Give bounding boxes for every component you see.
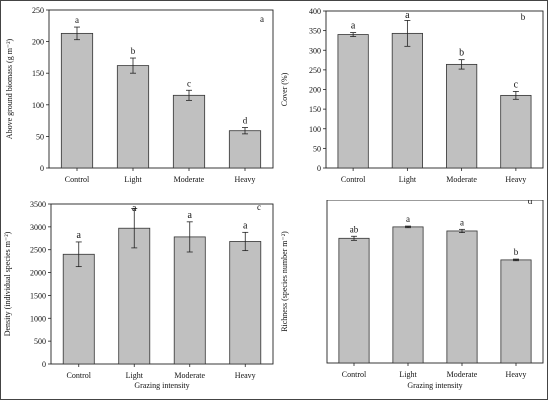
x-tick-label: Control	[342, 370, 367, 379]
y-tick-label: 0	[317, 164, 321, 173]
significance-letter: b	[131, 46, 136, 56]
y-tick-label: 3500	[30, 200, 46, 209]
y-tick-label: 0	[42, 360, 46, 369]
x-axis-label: Grazing intensity	[134, 381, 189, 390]
bar	[337, 34, 369, 169]
panel-label: b	[521, 12, 526, 22]
bar	[446, 63, 478, 169]
x-tick-label: Control	[65, 175, 90, 184]
y-tick-label: 50	[313, 144, 321, 153]
significance-letter: c	[187, 78, 191, 88]
y-tick-label: 100	[32, 101, 44, 110]
x-tick-label: Heavy	[506, 370, 527, 379]
chart-panel-a: 0 50 100 150 200 250 a Control b Light c Moderate d H…	[5, 6, 274, 184]
bar	[392, 226, 424, 364]
y-tick-label: 350	[309, 27, 321, 36]
x-tick-label: Moderate	[174, 371, 205, 380]
significance-letter: b	[514, 247, 519, 257]
significance-letter: a	[77, 230, 82, 241]
significance-letter: a	[75, 15, 79, 25]
bar	[62, 253, 95, 365]
y-tick-label: 3000	[30, 223, 46, 232]
y-tick-label: 1000	[30, 314, 46, 323]
x-tick-label: Heavy	[235, 371, 256, 380]
bar	[228, 130, 262, 169]
x-axis-label: Grazing intensity	[407, 381, 462, 390]
x-tick-label: Heavy	[505, 175, 526, 184]
significance-letter: a	[460, 217, 464, 227]
y-tick-label: 50	[36, 132, 44, 141]
bar	[172, 94, 206, 169]
significance-letter: b	[459, 48, 464, 59]
bar	[391, 32, 423, 169]
significance-letter: a	[406, 214, 410, 224]
x-tick-label: Light	[399, 175, 417, 184]
bar	[500, 259, 532, 364]
y-tick-label: 500	[34, 337, 46, 346]
bar	[116, 65, 150, 169]
chart-panel-b: 0 50 100 150 200 250 300 350 400 a Control a Light b M…	[280, 7, 544, 184]
significance-letter: c	[514, 79, 519, 90]
bar	[60, 32, 94, 169]
plot-area-frame	[326, 200, 544, 364]
panel-label: a	[260, 14, 264, 24]
bar	[338, 237, 370, 364]
bar	[446, 230, 478, 364]
y-tick-label: 150	[32, 69, 44, 78]
y-tick-label: 300	[309, 46, 321, 55]
chart-panel-c: 0 500 1000 1500 2000 2500 3000 3500 a Control a Lig…	[3, 200, 274, 390]
y-axis-label: Richness (species number m⁻²)	[280, 231, 289, 332]
x-tick-label: Moderate	[174, 175, 205, 184]
y-axis-label: Density (individual species m⁻²)	[3, 231, 12, 336]
bar	[173, 236, 206, 365]
y-tick-label: 2000	[30, 269, 46, 278]
x-tick-label: Control	[67, 371, 92, 380]
y-tick-label: 150	[309, 105, 321, 114]
significance-letter: ab	[350, 224, 359, 234]
significance-letter: a	[405, 10, 410, 21]
x-tick-label: Light	[124, 175, 142, 184]
y-axis-label: Cover (%)	[280, 72, 289, 106]
x-tick-label: Control	[341, 175, 366, 184]
x-tick-label: Moderate	[447, 370, 478, 379]
y-axis-label: Above ground biomass (g m⁻²)	[5, 38, 14, 139]
x-tick-label: Light	[126, 371, 144, 380]
significance-letter: a	[188, 210, 193, 221]
significance-letter: a	[132, 203, 137, 214]
significance-letter: d	[243, 116, 248, 126]
plot-area-frame	[48, 9, 274, 169]
y-tick-label: 250	[309, 66, 321, 75]
bar	[118, 227, 151, 365]
significance-letter: a	[351, 21, 356, 32]
y-tick-label: 2500	[30, 246, 46, 255]
y-tick-label: 200	[32, 38, 44, 47]
x-tick-label: Heavy	[235, 175, 256, 184]
panel-label: c	[257, 202, 261, 212]
y-tick-label: 1500	[30, 291, 46, 300]
bar	[500, 94, 532, 169]
panel-label: d	[528, 200, 533, 206]
chart-panel-d: ab Control a Light a Moderate b Heavy d Richness …	[280, 200, 544, 390]
significance-letter: a	[243, 220, 248, 231]
x-tick-label: Moderate	[446, 175, 477, 184]
y-tick-label: 100	[309, 125, 321, 134]
y-tick-label: 0	[40, 164, 44, 173]
plot-area-frame	[50, 203, 274, 365]
y-tick-label: 200	[309, 86, 321, 95]
y-tick-label: 400	[309, 7, 321, 16]
y-tick-label: 250	[32, 6, 44, 15]
bar	[229, 241, 262, 365]
x-tick-label: Light	[399, 370, 417, 379]
